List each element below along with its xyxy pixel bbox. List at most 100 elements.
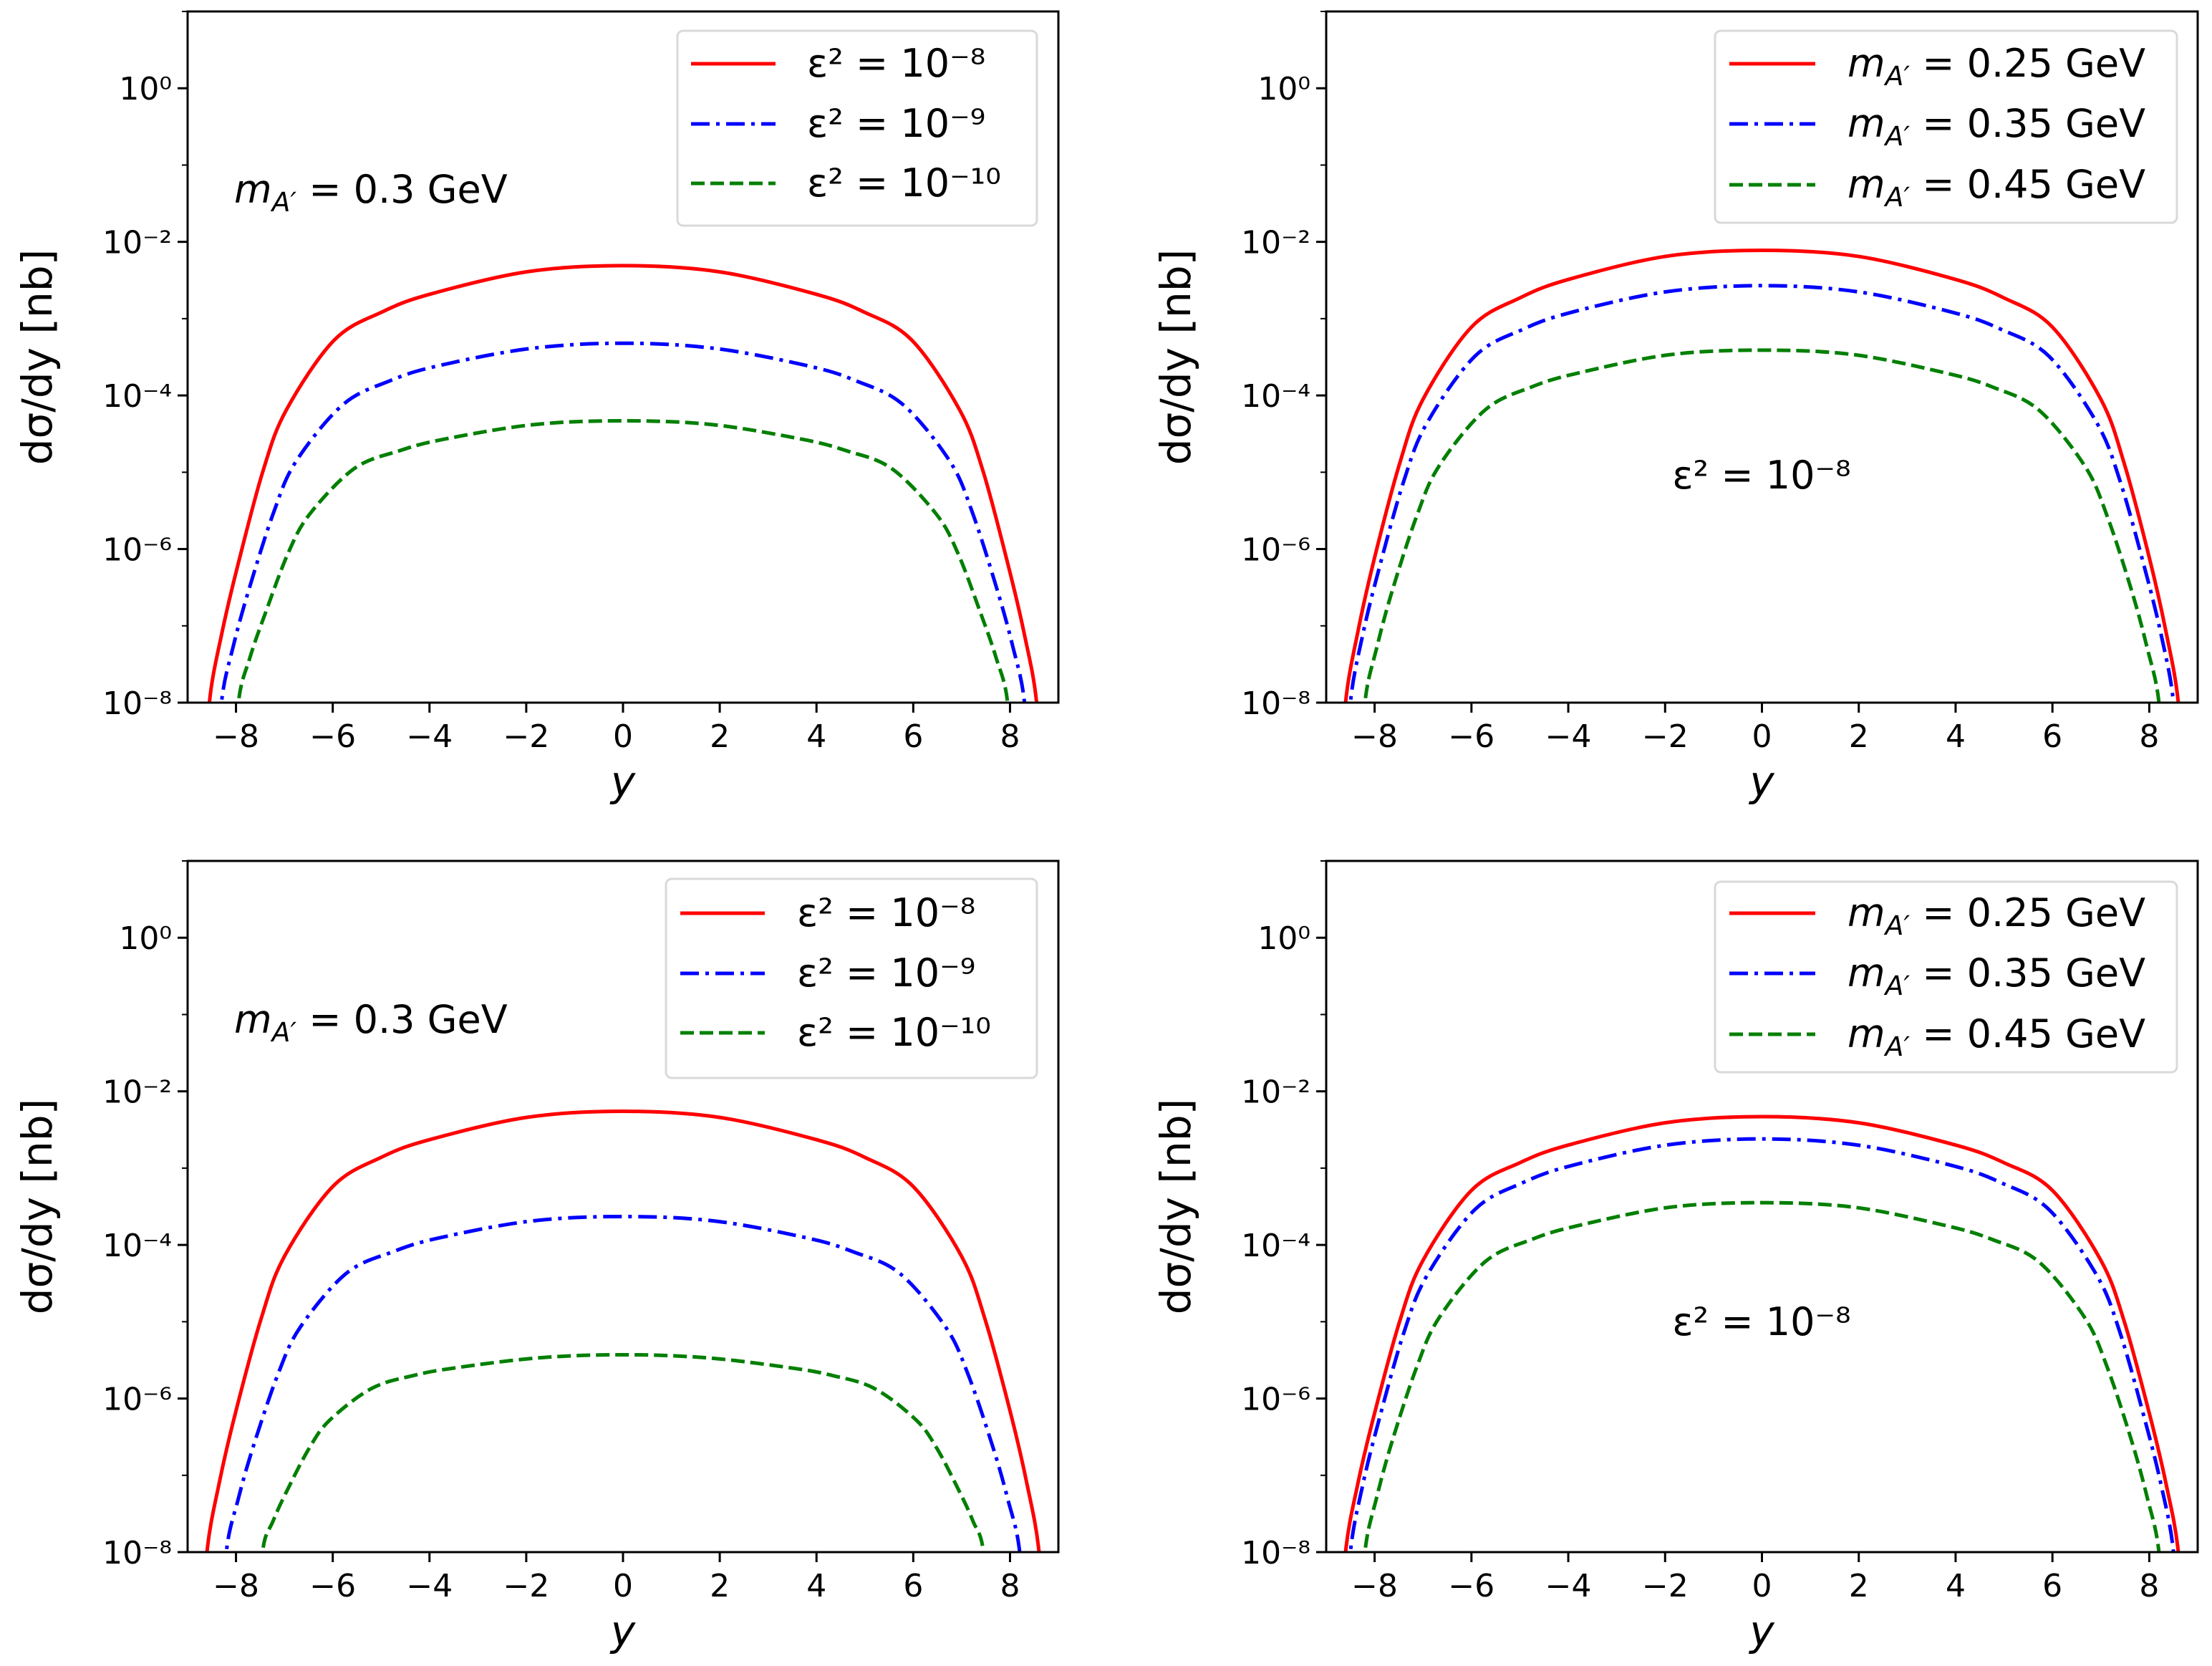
x-tick-label: 6 — [903, 718, 923, 755]
legend-label: ε² = 10⁻⁸ — [797, 890, 975, 935]
x-axis-label: y — [1748, 1607, 1774, 1655]
y-axis-label: dσ/dy [nb] — [13, 1099, 62, 1315]
series-line-2 — [261, 1352, 985, 1552]
x-tick-label: 6 — [2042, 1568, 2062, 1604]
x-tick-label: 6 — [2042, 718, 2062, 755]
x-axis-label: y — [1748, 757, 1774, 806]
legend-label-subscript: A′ — [1883, 60, 1911, 92]
x-tick-label: −2 — [503, 1568, 549, 1604]
legend-label: ε² = 10⁻¹⁰ — [807, 160, 1001, 206]
x-tick-label: 2 — [1849, 718, 1869, 755]
y-tick-label: 10⁻² — [1241, 225, 1310, 261]
annotation-symbol: m — [234, 167, 272, 212]
y-tick-label: 10⁻⁶ — [1241, 532, 1310, 569]
series-line-1 — [219, 341, 1027, 703]
series-line-2 — [1363, 1200, 2161, 1552]
x-tick-label: −2 — [503, 718, 549, 755]
y-tick-label: 10⁰ — [119, 71, 172, 107]
y-tick-label: 10⁰ — [1257, 71, 1310, 107]
annotation-value: = 0.3 GeV — [296, 997, 508, 1042]
y-tick-label: 10⁰ — [119, 920, 172, 957]
annotation: mA′ = 0.3 GeV — [234, 997, 508, 1048]
legend-label-symbol: m — [1848, 890, 1885, 935]
y-tick-label: 10⁻⁸ — [102, 685, 172, 722]
legend-label: mA′ = 0.45 GeV — [1848, 1011, 2145, 1062]
x-tick-label: 4 — [806, 718, 826, 755]
legend-box — [1714, 880, 2178, 1074]
legend-label: mA′ = 0.25 GeV — [1848, 890, 2145, 941]
x-tick-label: −8 — [1351, 718, 1398, 755]
legend-label-subscript: A′ — [1883, 120, 1911, 152]
x-tick-label: 0 — [613, 1568, 633, 1604]
x-tick-label: 8 — [1000, 1568, 1020, 1604]
legend: ε² = 10⁻⁸ ε² = 10⁻⁹ ε² = 10⁻¹⁰ — [676, 29, 1038, 227]
annotation-subscript: A′ — [270, 1016, 297, 1048]
legend-label: ε² = 10⁻⁹ — [807, 101, 985, 146]
legend-label: ε² = 10⁻⁹ — [797, 950, 975, 996]
legend-label-symbol: m — [1848, 1011, 1885, 1056]
legend-box — [676, 29, 1038, 227]
legend-label-value: = 0.45 GeV — [1910, 1011, 2145, 1056]
panel-top-left: −8 −6 −4 −2 0 2 4 6 8 10⁰ 10⁻² 10⁻⁴ 10⁻⁶ 10⁻⁸ y dσ/dy [… — [13, 10, 1060, 806]
x-tick-label: 2 — [710, 718, 730, 755]
y-axis-label: dσ/dy [nb] — [1151, 1099, 1200, 1315]
legend-label-subscript: A′ — [1883, 1031, 1911, 1062]
y-tick-label: 10⁻⁸ — [102, 1535, 172, 1571]
y-tick-label: 10⁰ — [1257, 920, 1310, 957]
y-tick-label: 10⁻⁶ — [102, 1382, 172, 1418]
x-tick-label: 4 — [806, 1568, 826, 1604]
series-line-1 — [1348, 1137, 2175, 1552]
x-tick-label: 2 — [710, 1568, 730, 1604]
legend-label-value: = 0.35 GeV — [1910, 101, 2145, 146]
y-tick-label: 10⁻⁴ — [1241, 1228, 1310, 1264]
x-tick-label: 8 — [1000, 718, 1020, 755]
x-tick-label: 4 — [1946, 718, 1966, 755]
x-tick-label: −2 — [1642, 1568, 1689, 1604]
y-tick-label: 10⁻⁶ — [1241, 1382, 1310, 1418]
legend-label: mA′ = 0.35 GeV — [1848, 101, 2145, 152]
y-tick-label: 10⁻⁴ — [102, 378, 172, 415]
annotation-subscript: A′ — [270, 186, 297, 218]
annotation: ε² = 10⁻⁸ — [1672, 1299, 1850, 1344]
legend-label: ε² = 10⁻¹⁰ — [797, 1010, 991, 1055]
panel-bottom-left: −8 −6 −4 −2 0 2 4 6 8 10⁰ 10⁻² 10⁻⁴ 10⁻⁶ 10⁻⁸ y dσ/dy [… — [13, 860, 1060, 1655]
x-tick-label: −6 — [309, 718, 356, 755]
y-tick-label: 10⁻⁶ — [102, 532, 172, 569]
x-axis-label: y — [609, 757, 636, 806]
legend-label-symbol: m — [1848, 101, 1885, 146]
series-line-0 — [1343, 1114, 2180, 1552]
legend-box — [665, 877, 1038, 1079]
x-tick-label: −6 — [1448, 1568, 1494, 1604]
annotation: mA′ = 0.3 GeV — [234, 167, 508, 218]
annotation-symbol: m — [234, 997, 272, 1042]
legend-label-value: = 0.35 GeV — [1910, 950, 2145, 996]
x-tick-label: 0 — [613, 718, 633, 755]
y-tick-label: 10⁻² — [102, 225, 172, 261]
series-line-0 — [207, 264, 1039, 703]
x-tick-label: 8 — [2139, 718, 2159, 755]
annotation: ε² = 10⁻⁸ — [1672, 453, 1850, 498]
y-tick-label: 10⁻⁴ — [102, 1228, 172, 1264]
annotation-value: = 0.3 GeV — [296, 167, 508, 212]
x-tick-label: −4 — [406, 1568, 453, 1604]
x-tick-label: −4 — [1545, 718, 1592, 755]
series-line-0 — [1343, 248, 2180, 703]
y-axis-label: dσ/dy [nb] — [1151, 249, 1200, 466]
x-tick-label: −8 — [213, 718, 259, 755]
x-tick-label: 8 — [2139, 1568, 2159, 1604]
x-tick-label: −8 — [1351, 1568, 1398, 1604]
x-tick-label: −6 — [309, 1568, 356, 1604]
series-line-1 — [224, 1214, 1022, 1552]
y-tick-label: 10⁻⁸ — [1241, 1535, 1310, 1571]
legend-label: mA′ = 0.25 GeV — [1848, 41, 2145, 92]
x-tick-label: 6 — [903, 1568, 923, 1604]
legend-label-subscript: A′ — [1883, 910, 1911, 941]
x-tick-label: −4 — [406, 718, 453, 755]
series-line-0 — [205, 1109, 1041, 1552]
legend-label: mA′ = 0.35 GeV — [1848, 950, 2145, 1001]
series-line-2 — [1363, 348, 2161, 703]
x-tick-label: 0 — [1752, 1568, 1772, 1604]
legend-label-symbol: m — [1848, 41, 1885, 86]
